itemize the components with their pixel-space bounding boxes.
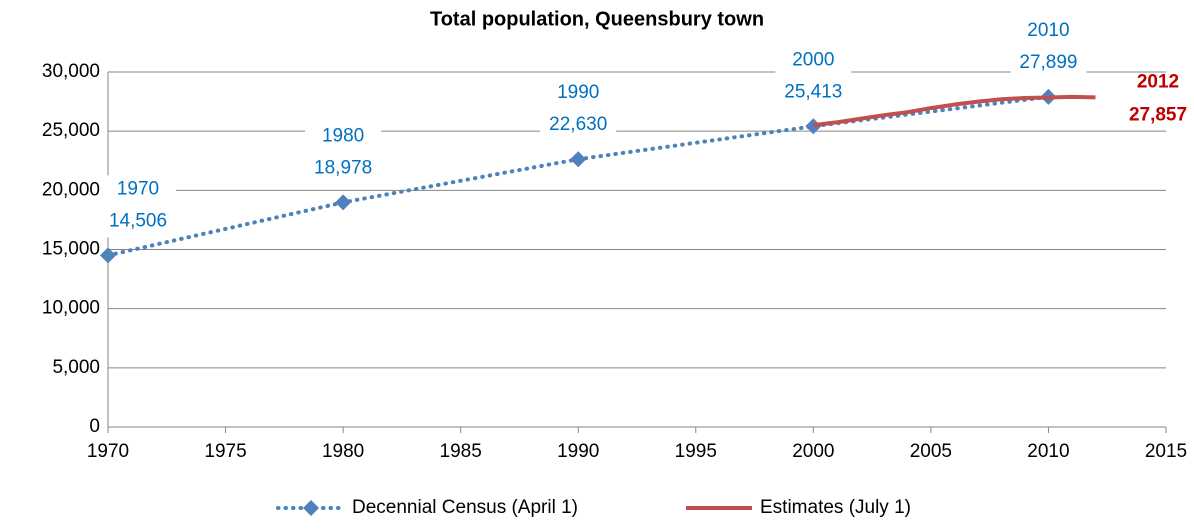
x-tick-label: 1980 (322, 441, 364, 462)
data-label-year: 2000 (792, 49, 834, 70)
data-label-year: 1970 (117, 178, 159, 199)
data-label: 27,899 (1019, 52, 1077, 73)
x-tick-label: 1970 (87, 441, 129, 462)
y-tick-label: 10,000 (42, 298, 100, 319)
legend-marker (303, 500, 319, 516)
data-label: 14,506 (109, 210, 167, 231)
series-line (813, 94, 1096, 128)
y-tick-label: 30,000 (42, 61, 100, 82)
data-label: 25,413 (784, 81, 842, 102)
x-tick-label: 2015 (1145, 441, 1187, 462)
data-label-year: 1980 (322, 125, 364, 146)
x-tick-label: 2005 (910, 441, 952, 462)
x-tick-label: 1975 (204, 441, 246, 462)
marker (100, 247, 116, 264)
legend-label: Estimates (July 1) (760, 497, 911, 518)
data-label-year: 2010 (1027, 20, 1069, 41)
marker (570, 151, 587, 168)
data-label-year: 1990 (557, 82, 599, 103)
x-tick-label: 1995 (675, 441, 717, 462)
y-tick-label: 20,000 (42, 179, 100, 200)
data-label-year: 2012 (1137, 71, 1179, 92)
label-bg (540, 79, 617, 142)
label-bg (100, 175, 176, 238)
y-tick-label: 15,000 (42, 239, 100, 260)
label-bg (305, 122, 382, 185)
data-label: 22,630 (549, 114, 607, 135)
y-tick-label: 5,000 (52, 357, 100, 378)
x-tick-label: 1990 (557, 441, 599, 462)
x-tick-label: 2010 (1027, 441, 1069, 462)
x-tick-label: 2000 (792, 441, 834, 462)
y-tick-label: 0 (89, 416, 100, 437)
marker (805, 118, 822, 135)
label-bg (775, 46, 852, 109)
marker (335, 194, 352, 211)
data-label: 18,978 (314, 157, 372, 178)
x-tick-label: 1985 (440, 441, 482, 462)
y-tick-label: 25,000 (42, 120, 100, 141)
data-label: 27,857 (1129, 104, 1187, 125)
legend-label: Decennial Census (April 1) (352, 497, 578, 518)
chart-title: Total population, Queensbury town (430, 8, 764, 30)
label-bg (1010, 16, 1087, 79)
